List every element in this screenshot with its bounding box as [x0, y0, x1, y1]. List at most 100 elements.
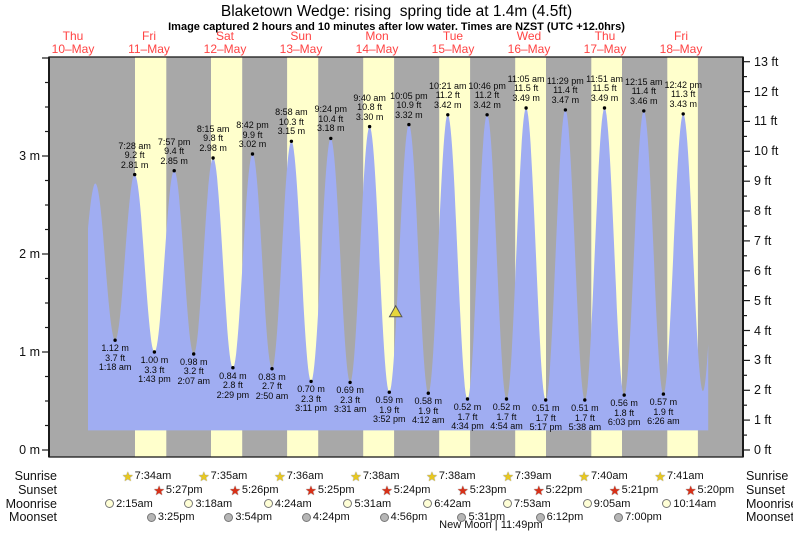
low-tide-annotation: 0.57 m 1.9 ft 6:26 am	[623, 398, 703, 427]
moonrise-time: 4:24am	[274, 497, 312, 510]
sunset-event: ★ 5:20pm	[685, 483, 734, 497]
high-tide-annotation: 12:15 am 11.4 ft 3.46 m	[604, 77, 684, 107]
high-tide-time: 10:05 pm	[390, 90, 428, 101]
tide-extreme-dot	[289, 139, 294, 143]
sunset-time: 5:21pm	[621, 484, 659, 496]
moonrise-icon	[582, 499, 592, 508]
tide-extreme-dot	[642, 109, 646, 113]
moonrise-row-label: Moonrise	[746, 496, 793, 511]
high-tide-ft: 11.3 ft	[671, 89, 696, 100]
low-tide-ft: 3.2 ft	[183, 366, 204, 377]
moonrise-time: 3:18am	[195, 497, 233, 510]
moonrise-row-label: Moonrise	[5, 496, 57, 511]
tide-extreme-dot	[367, 124, 372, 129]
moonset-icon	[146, 512, 156, 522]
day-label: Thu 17–May	[570, 30, 640, 56]
low-tide-m: 0.51 m	[571, 403, 599, 414]
day-date: 14–May	[355, 42, 399, 56]
y-right-tick-label: 6 ft	[754, 263, 772, 278]
high-tide-annotation: 7:28 am 9.2 ft 2.81 m	[95, 141, 175, 171]
low-tide-annotation: 0.58 m 1.9 ft 4:12 am	[388, 397, 468, 426]
sunrise-event: ★ 7:38am	[350, 469, 399, 483]
sunrise-event: ★ 7:35am	[198, 469, 247, 483]
low-tide-annotation: 0.51 m 1.7 ft 5:38 am	[545, 404, 625, 433]
sunrise-icon: ★	[274, 468, 286, 484]
page-subtitle: Image captured 2 hours and 10 minutes af…	[168, 21, 625, 33]
tide-extreme-dot	[270, 367, 274, 371]
moonrise-event: 7:53am	[502, 497, 551, 511]
low-tide-time: 3:11 pm	[295, 403, 327, 414]
sunrise-event: ★ 7:39am	[502, 469, 551, 483]
low-tide-ft: 1.8 ft	[614, 407, 635, 418]
moonset-icon	[379, 512, 389, 522]
tide-extreme-dot	[152, 350, 157, 354]
low-tide-ft: 2.7 ft	[261, 381, 282, 392]
sunrise-time: 7:41am	[666, 470, 704, 482]
sunset-event: ★ 5:23pm	[457, 483, 506, 497]
sunrise-icon: ★	[198, 468, 210, 484]
high-tide-m: 3.18 m	[317, 123, 345, 134]
high-tide-ft: 9.9 ft	[242, 129, 263, 140]
moonrise-time: 5:31am	[354, 497, 392, 510]
sunset-time: 5:26pm	[241, 484, 279, 496]
day-label: Fri 11–May	[114, 30, 184, 56]
high-tide-ft: 9.4 ft	[164, 146, 185, 157]
current-tide-marker	[388, 304, 403, 318]
low-tide-annotation: 0.51 m 1.7 ft 5:17 pm	[506, 404, 586, 433]
low-tide-time: 5:38 am	[568, 422, 602, 433]
day-label: Tue 15–May	[418, 30, 488, 56]
high-tide-annotation: 8:58 am 10.3 ft 3.15 m	[251, 108, 331, 137]
low-tide-annotation: 0.70 m 2.3 ft 3:11 pm	[271, 385, 351, 414]
day-date: 13–May	[279, 42, 323, 56]
moonset-icon	[535, 512, 545, 522]
sunset-icon: ★	[608, 482, 621, 498]
y-right-tick-label: 10 ft	[754, 144, 779, 159]
y-right-tick-label: 0 ft	[754, 443, 772, 457]
high-tide-time: 11:05 am	[507, 73, 545, 84]
sunrise-icon: ★	[426, 468, 438, 484]
page-title: Blaketown Wedge: rising spring tide at 1…	[220, 3, 573, 20]
tide-extreme-dot	[407, 122, 411, 127]
sunrise-icon: ★	[654, 468, 666, 484]
high-tide-time: 12:42 pm	[664, 79, 702, 90]
sunset-time: 5:24pm	[393, 484, 431, 496]
moonrise-event: 2:15am	[105, 497, 153, 511]
high-tide-m: 3.49 m	[590, 92, 619, 103]
low-tide-ft: 1.7 ft	[574, 412, 595, 423]
tide-extreme-dot	[387, 390, 391, 394]
high-tide-ft: 11.4 ft	[553, 85, 578, 96]
high-tide-annotation: 10:05 pm 10.9 ft 3.32 m	[369, 90, 449, 121]
day-weekday: Fri	[674, 29, 688, 43]
low-tide-annotation: 0.98 m 3.2 ft 2:07 am	[154, 357, 234, 387]
low-tide-time: 3:31 am	[333, 404, 367, 415]
moonset-event: 4:56pm	[379, 510, 427, 524]
sunset-time: 5:25pm	[317, 484, 355, 496]
low-tide-m: 0.52 m	[492, 402, 521, 413]
day-date: 10–May	[51, 42, 95, 56]
day-weekday: Wed	[516, 29, 542, 43]
low-tide-annotation: 0.69 m 2.3 ft 3:31 am	[310, 386, 390, 415]
tide-extreme-dot	[172, 169, 176, 173]
high-tide-ft: 11.5 ft	[513, 83, 539, 94]
tide-curve-area	[88, 108, 709, 431]
moonset-event: 3:54pm	[224, 510, 272, 524]
sunrise-event: ★ 7:40am	[578, 469, 627, 483]
low-tide-time: 4:34 pm	[451, 421, 484, 432]
high-tide-m: 3.02 m	[238, 139, 267, 150]
high-tide-time: 8:58 am	[275, 107, 308, 118]
low-tide-ft: 1.7 ft	[535, 412, 556, 423]
day-label: Fri 18–May	[646, 30, 716, 56]
moonset-event: 4:24pm	[301, 510, 350, 524]
moon-phase-label: New Moon	[439, 519, 492, 531]
high-tide-m: 3.47 m	[551, 94, 580, 105]
day-date: 17–May	[583, 42, 627, 56]
high-tide-m: 3.15 m	[277, 126, 306, 137]
high-tide-annotation: 8:15 am 9.8 ft 2.98 m	[173, 124, 253, 154]
moonset-time: 7:00pm	[625, 511, 662, 523]
sunset-event: ★ 5:22pm	[533, 483, 582, 497]
tide-extreme-dot	[602, 106, 607, 110]
tide-extreme-dot	[113, 338, 117, 342]
sunset-event: ★ 5:26pm	[229, 483, 278, 497]
